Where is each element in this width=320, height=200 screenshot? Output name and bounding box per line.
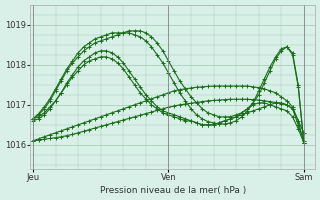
X-axis label: Pression niveau de la mer( hPa ): Pression niveau de la mer( hPa ) <box>100 186 246 195</box>
